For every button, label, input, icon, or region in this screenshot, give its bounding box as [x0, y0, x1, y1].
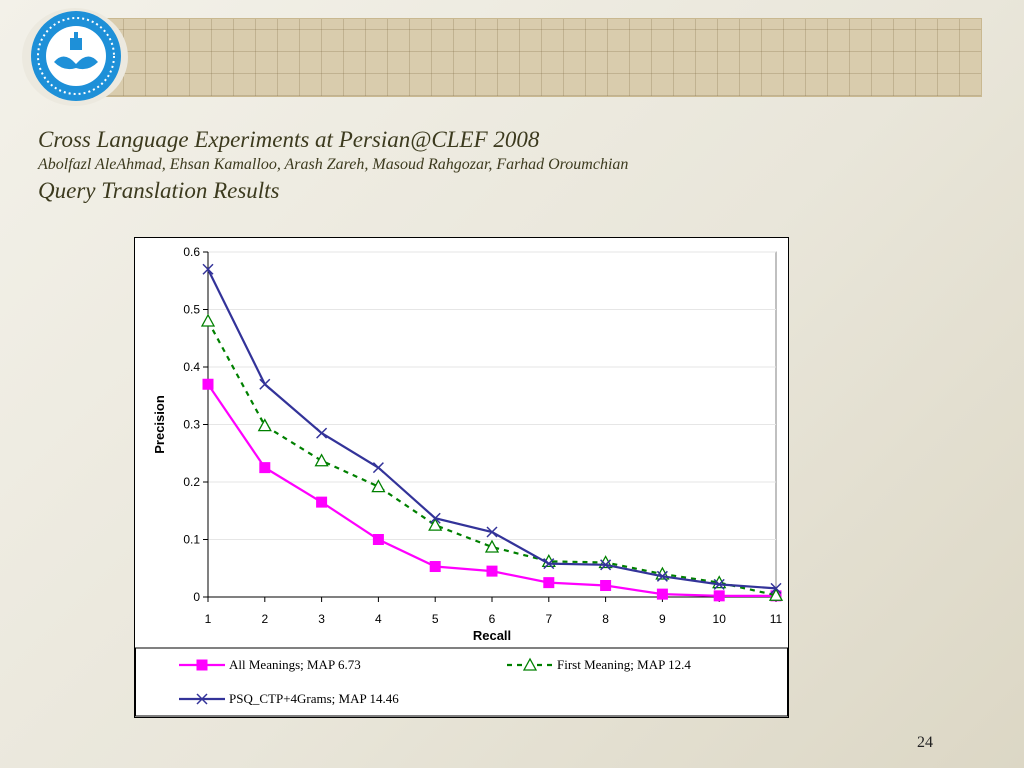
slide-authors: Abolfazl AleAhmad, Ehsan Kamalloo, Arash… — [38, 156, 629, 173]
series-1-point — [600, 580, 612, 591]
x-tick-label: 1 — [205, 612, 212, 626]
series-3-point — [372, 462, 384, 474]
y-axis-label: Precision — [152, 395, 167, 454]
x-tick-label: 6 — [489, 612, 496, 626]
series-1-point — [543, 577, 555, 589]
x-tick-label: 7 — [545, 612, 552, 626]
series-2-point — [314, 453, 329, 467]
x-tick-label: 10 — [713, 612, 727, 626]
series-line-2 — [207, 320, 777, 597]
x-tick-label: 9 — [659, 612, 666, 626]
y-tick-label: 0 — [193, 590, 200, 604]
series-3-point — [713, 578, 725, 590]
university-logo — [31, 11, 121, 101]
slide-title: Cross Language Experiments at Persian@CL… — [38, 127, 540, 152]
series-1-point — [429, 561, 441, 573]
series-3-point — [770, 582, 782, 594]
series-2-point — [428, 517, 443, 531]
series-2-point — [768, 587, 784, 601]
x-tick-label: 3 — [318, 612, 325, 626]
series-1-point — [372, 534, 384, 545]
series-1-point — [316, 496, 328, 508]
header-banner — [100, 18, 982, 97]
series-3-point — [656, 570, 668, 582]
slide-subtitle: Query Translation Results — [38, 178, 280, 203]
x-tick-label: 11 — [770, 612, 783, 626]
series-1-point — [713, 590, 725, 602]
y-tick-label: 0.2 — [183, 475, 200, 489]
x-tick-label: 4 — [375, 612, 382, 626]
precision-recall-chart: 0 0.1 0.2 0.3 0.4 0.5 0.6 1 2 3 4 5 6 7 8 9 10 11 Recall Pr… — [135, 245, 788, 717]
legend-label-1: All Meanings; MAP 6.73 — [229, 657, 361, 672]
series-2-point — [257, 418, 272, 432]
series-1-point — [486, 565, 498, 577]
legend-marker-2 — [522, 657, 538, 671]
y-tick-label: 0.3 — [183, 418, 200, 432]
series-3-point — [316, 427, 328, 439]
series-1-point — [656, 588, 668, 600]
legend-box — [135, 647, 788, 717]
legend-marker-3 — [196, 693, 208, 705]
series-3-point — [202, 263, 214, 275]
series-3-point — [259, 378, 271, 390]
page-number: 24 — [917, 734, 933, 751]
series-3-point — [486, 526, 498, 538]
series-2-point — [371, 479, 386, 493]
chart-container: 0 0.1 0.2 0.3 0.4 0.5 0.6 1 2 3 4 5 6 7 8 9 10 11 Recall Pr… — [134, 237, 789, 718]
legend-label-3: PSQ_CTP+4Grams; MAP 14.46 — [229, 691, 399, 706]
x-tick-label: 8 — [602, 612, 609, 626]
y-tick-label: 0.4 — [183, 360, 200, 374]
series-3-point — [600, 559, 612, 571]
y-tick-label: 0.6 — [183, 245, 200, 259]
y-tick-label: 0.1 — [183, 533, 200, 547]
legend-label-2: First Meaning; MAP 12.4 — [557, 657, 691, 672]
slide-header: Cross Language Experiments at Persian@CL… — [38, 125, 628, 206]
series-1-point — [259, 462, 271, 474]
series-1-point — [202, 378, 214, 390]
series-3-point — [543, 558, 555, 570]
series-2-point — [484, 539, 500, 553]
legend-marker-1 — [196, 659, 208, 671]
series-3-point — [429, 512, 441, 524]
y-tick-label: 0.5 — [183, 303, 200, 317]
x-axis-label: Recall — [473, 628, 511, 643]
series-2-point — [200, 313, 216, 327]
x-tick-label: 5 — [432, 612, 439, 626]
x-tick-label: 2 — [261, 612, 268, 626]
